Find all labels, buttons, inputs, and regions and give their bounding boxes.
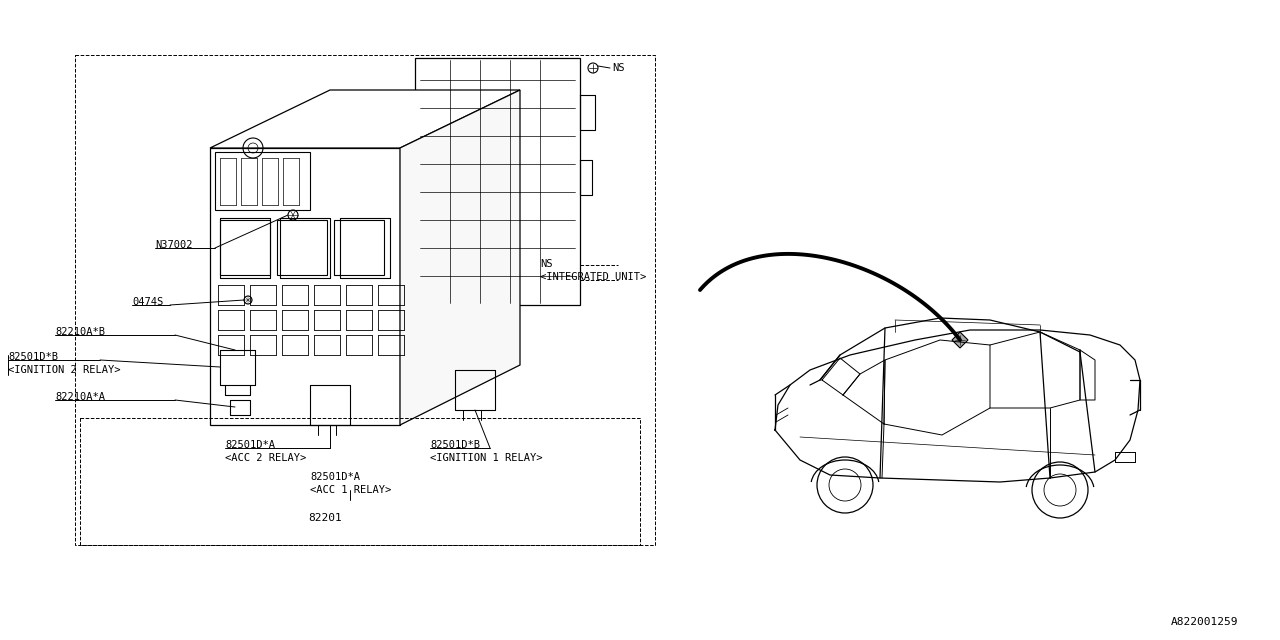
Polygon shape: [415, 58, 580, 305]
Text: 82210A*B: 82210A*B: [55, 327, 105, 337]
Text: NS: NS: [540, 259, 553, 269]
Polygon shape: [210, 148, 401, 425]
Text: A822001259: A822001259: [1170, 617, 1238, 627]
Text: <ACC 1 RELAY>: <ACC 1 RELAY>: [310, 485, 392, 495]
Bar: [220, 220, 270, 275]
Text: 82501D*B: 82501D*B: [8, 352, 58, 362]
Text: 82210A*A: 82210A*A: [55, 392, 105, 402]
Text: <ACC 2 RELAY>: <ACC 2 RELAY>: [225, 453, 306, 463]
Text: 82501D*A: 82501D*A: [310, 472, 360, 482]
Bar: [276, 220, 326, 275]
Text: <IGNITION 2 RELAY>: <IGNITION 2 RELAY>: [8, 365, 120, 375]
Text: 82201: 82201: [308, 513, 342, 523]
Text: 82501D*B: 82501D*B: [430, 440, 480, 450]
Polygon shape: [952, 332, 968, 348]
Polygon shape: [401, 90, 520, 425]
Text: N37002: N37002: [155, 240, 192, 250]
Polygon shape: [210, 90, 520, 148]
Text: <IGNITION 1 RELAY>: <IGNITION 1 RELAY>: [430, 453, 543, 463]
Text: 82501D*A: 82501D*A: [225, 440, 275, 450]
Text: NS: NS: [612, 63, 625, 73]
Polygon shape: [215, 152, 310, 210]
Bar: [334, 220, 384, 275]
Text: <INTEGRATED UNIT>: <INTEGRATED UNIT>: [540, 272, 646, 282]
Text: 0474S: 0474S: [132, 297, 164, 307]
